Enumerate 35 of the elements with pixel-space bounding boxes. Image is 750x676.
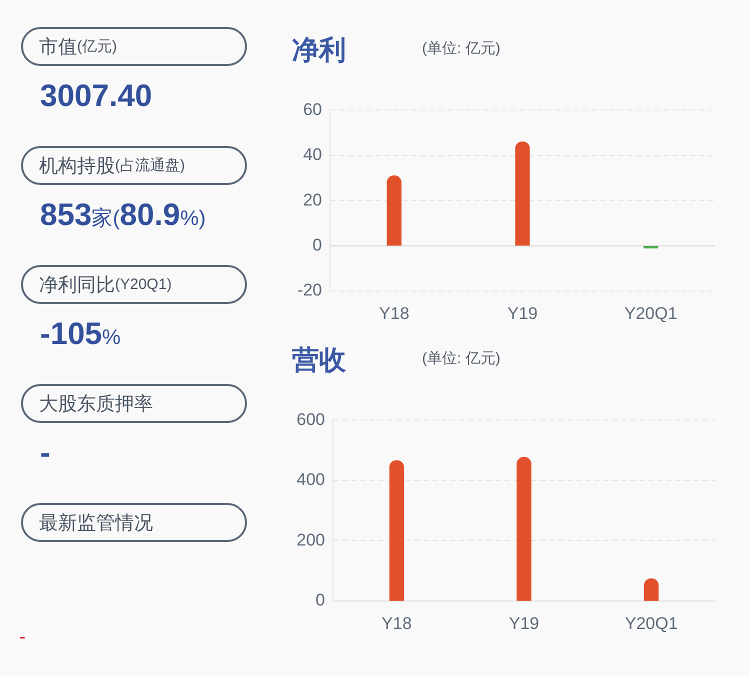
x-tick-label: Y19	[508, 614, 540, 633]
x-tick-label: Y18	[382, 614, 412, 633]
text: 净利同比(Y20Q1)	[39, 274, 172, 298]
chart-subtitle: (单位: 亿元)	[422, 40, 500, 58]
text: 3007.40	[40, 78, 152, 113]
y-tick-label: 20	[303, 190, 322, 210]
text: 机构持股(占流通盘)	[39, 154, 185, 178]
y-tick-label: 400	[296, 470, 325, 490]
text: 853家(80.9%)	[40, 197, 206, 232]
text: 大股东质押率	[39, 392, 153, 416]
text: 市值(亿元)	[39, 36, 117, 60]
text: 最新监管情况	[39, 512, 153, 536]
chart-title: 净利	[292, 35, 346, 66]
x-tick-label: Y19	[507, 304, 538, 323]
x-tick-label: Y20Q1	[624, 614, 678, 633]
x-tick-label: Y18	[379, 304, 410, 323]
chart-title: 营收	[292, 345, 346, 376]
bar	[644, 578, 659, 601]
text: -105%	[40, 316, 121, 351]
chart-subtitle: (单位: 亿元)	[422, 350, 500, 368]
bar	[644, 246, 658, 248]
y-tick-label: 60	[303, 100, 322, 119]
y-tick-label: 0	[312, 235, 322, 254]
y-tick-label: 600	[296, 410, 325, 429]
bar	[515, 142, 530, 246]
bar	[389, 460, 404, 601]
y-tick-label: 0	[316, 590, 325, 610]
bar	[516, 456, 532, 601]
y-tick-label: 40	[303, 145, 322, 164]
y-tick-label: 200	[296, 530, 325, 550]
text: -	[40, 435, 50, 470]
x-tick-label: Y20Q1	[624, 304, 678, 323]
text: -	[19, 626, 26, 648]
bar	[386, 175, 402, 246]
y-tick-label: -20	[297, 280, 322, 300]
